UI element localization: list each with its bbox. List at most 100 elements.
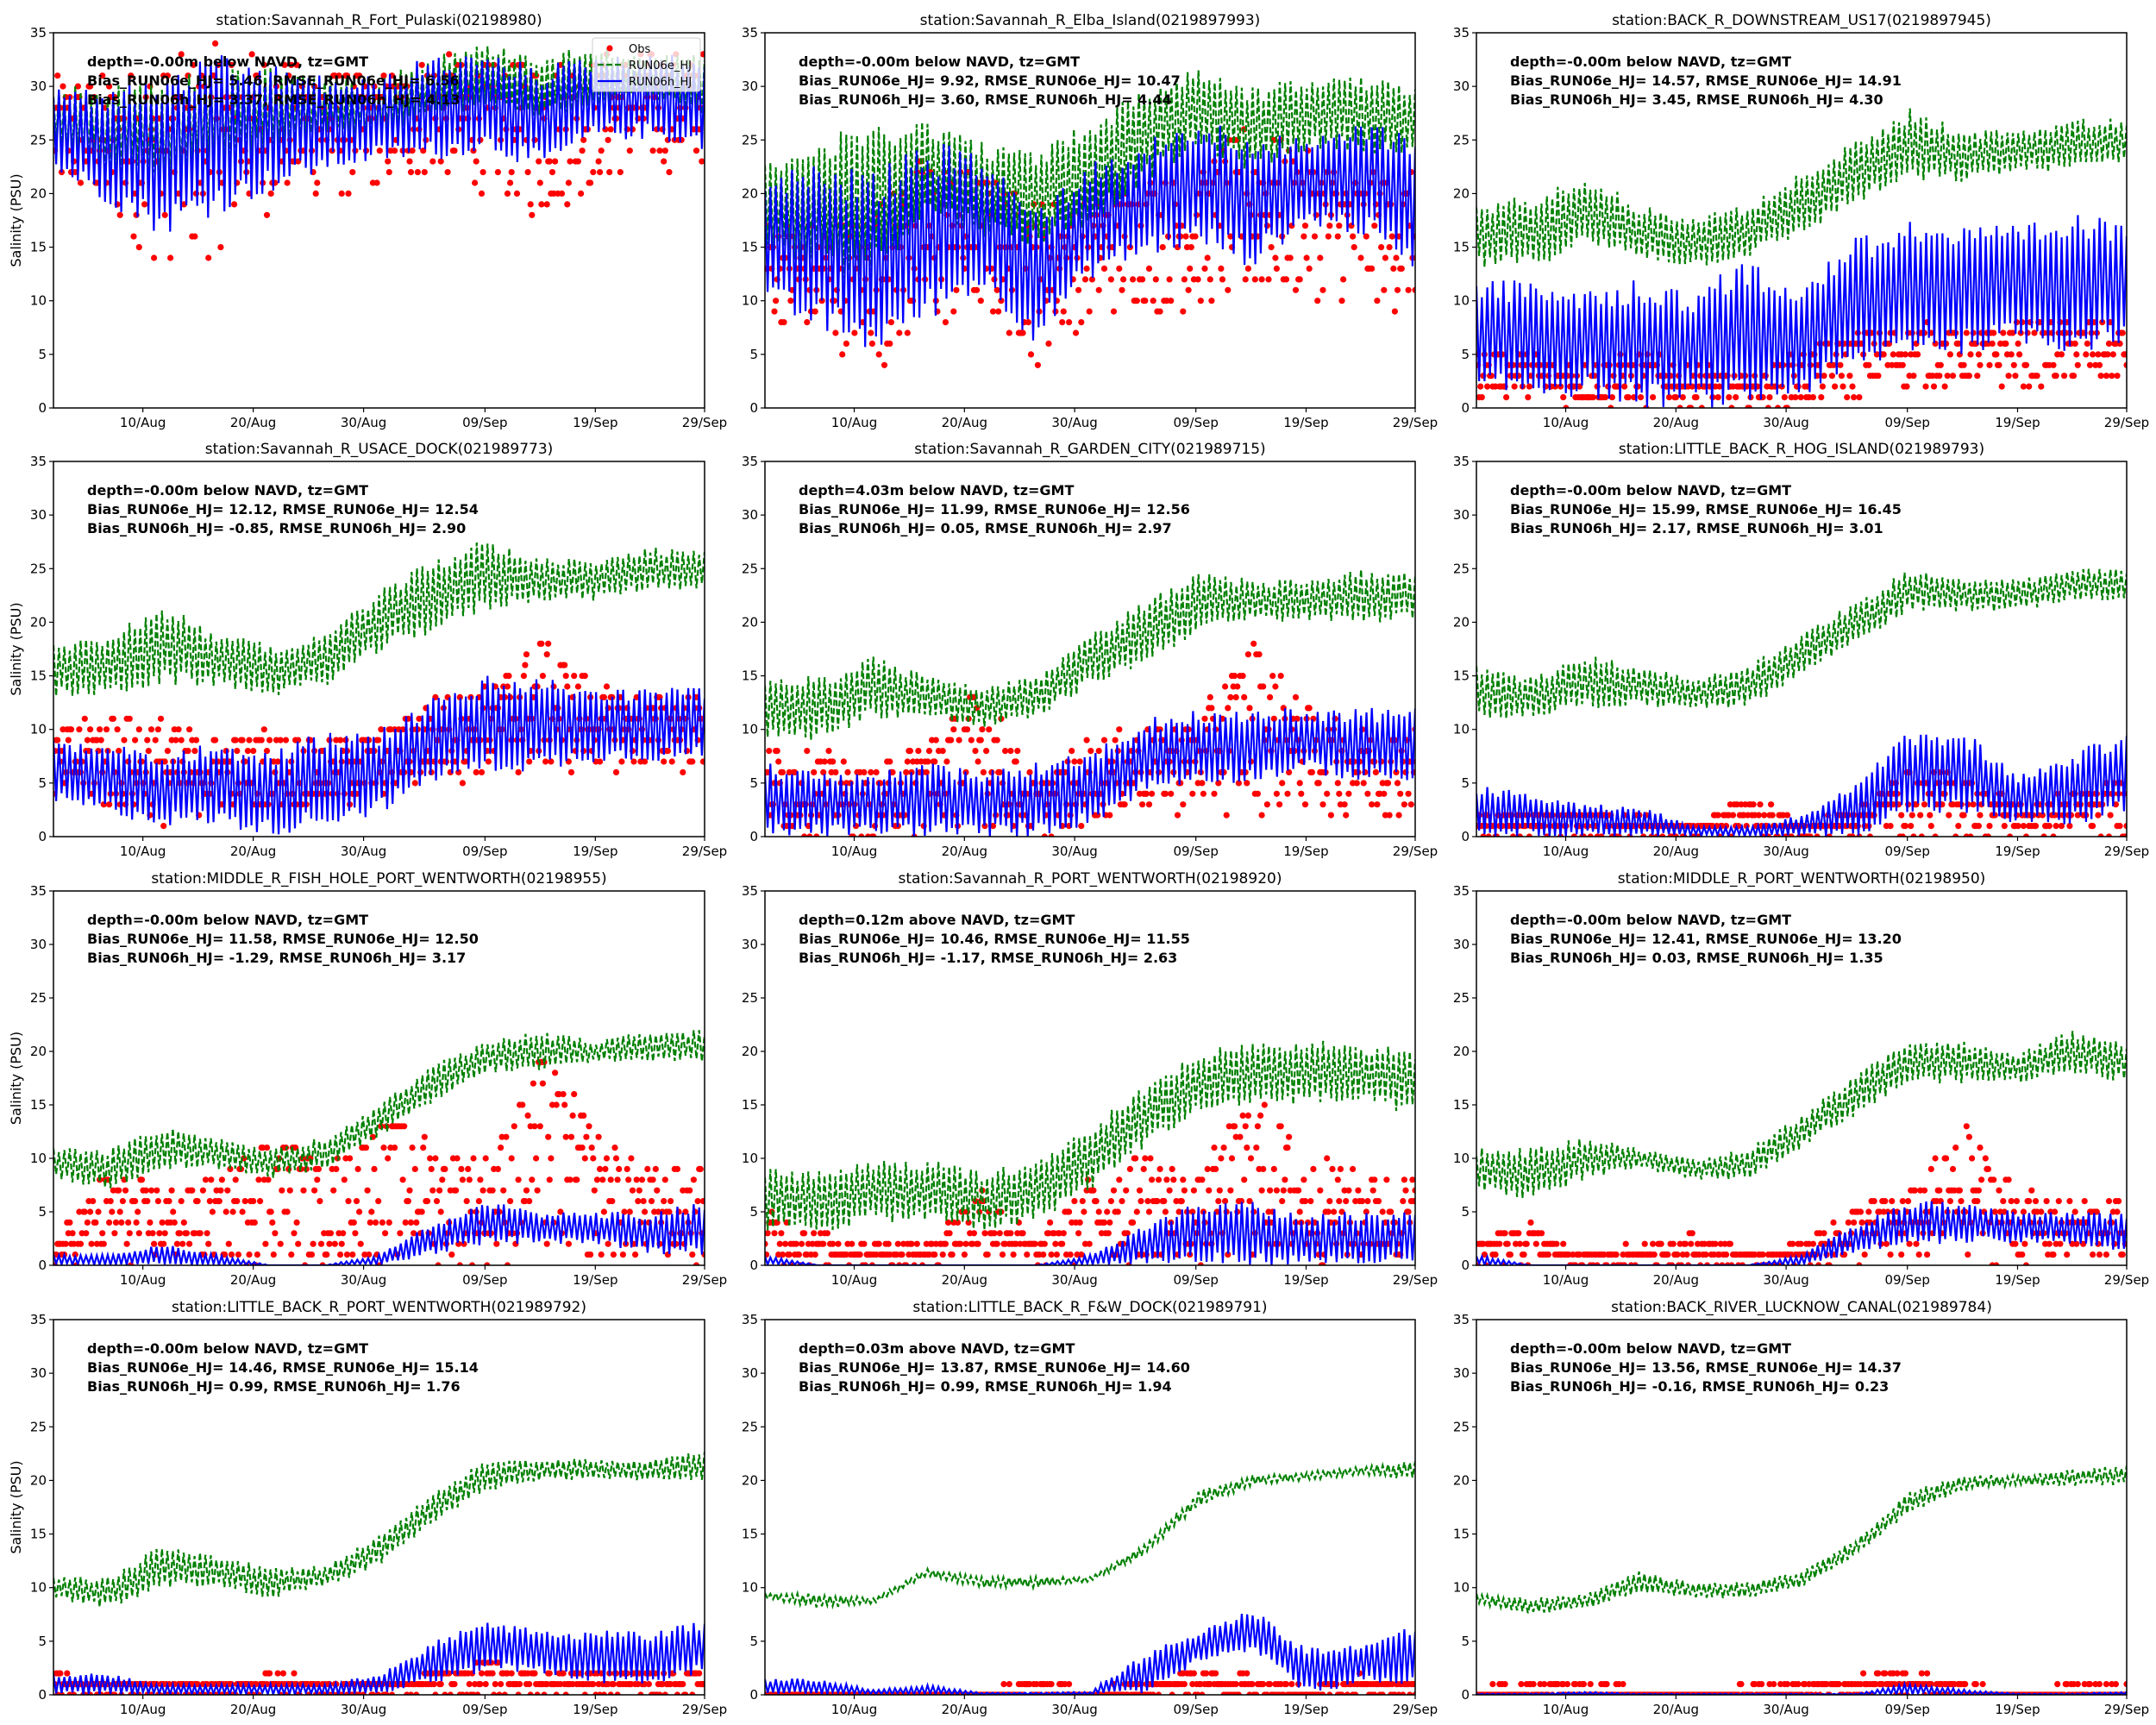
obs-point — [326, 1240, 333, 1247]
obs-point — [1986, 361, 1993, 368]
obs-point — [1298, 790, 1305, 797]
subplot-title: station:MIDDLE_R_PORT_WENTWORTH(02198950… — [1618, 870, 1986, 888]
obs-point — [489, 1187, 496, 1194]
obs-point — [172, 737, 179, 743]
obs-point — [147, 1219, 154, 1226]
stats-annotation: Bias_RUN06e_HJ= 12.12, RMSE_RUN06e_HJ= 1… — [87, 501, 479, 518]
obs-point — [644, 1165, 651, 1172]
obs-point — [1024, 1251, 1031, 1258]
obs-point — [1156, 726, 1163, 733]
obs-point — [1095, 1208, 1102, 1215]
obs-point — [58, 1691, 66, 1695]
obs-point — [1296, 276, 1303, 283]
obs-point — [274, 1670, 281, 1677]
obs-point — [352, 1230, 359, 1237]
y-tick-label: 10 — [1453, 1151, 1470, 1166]
obs-point — [1932, 833, 1939, 837]
obs-point — [1712, 1240, 1719, 1247]
run06h-line — [1476, 215, 2127, 408]
obs-point — [1364, 1198, 1371, 1205]
obs-point — [1857, 1208, 1865, 1215]
obs-point — [923, 768, 930, 776]
obs-point — [1168, 790, 1175, 797]
obs-point — [1277, 1123, 1284, 1130]
obs-point — [87, 726, 94, 733]
obs-point — [178, 51, 185, 58]
y-tick-label: 5 — [38, 347, 47, 362]
obs-point — [538, 640, 545, 647]
obs-point — [1369, 801, 1376, 808]
obs-point — [1136, 1187, 1144, 1194]
subplot-1: station:Savannah_R_Fort_Pulaski(02198980… — [8, 12, 727, 430]
obs-point — [1119, 286, 1125, 293]
obs-point — [899, 1251, 906, 1258]
obs-point — [385, 1155, 392, 1162]
obs-point — [473, 768, 479, 776]
obs-point — [1284, 1145, 1291, 1151]
x-tick-label: 19/Sep — [1995, 1272, 2040, 1288]
obs-point — [579, 147, 586, 154]
obs-point — [1608, 405, 1614, 408]
obs-point — [170, 1208, 177, 1215]
obs-point — [2112, 801, 2119, 808]
obs-point — [686, 1187, 693, 1194]
obs-point — [1826, 1262, 1833, 1265]
obs-point — [205, 254, 212, 261]
obs-point — [595, 158, 602, 165]
subplot-8: station:Savannah_R_PORT_WENTWORTH(021989… — [742, 870, 1438, 1288]
obs-point — [343, 72, 351, 79]
obs-point — [1267, 693, 1274, 701]
obs-point — [903, 768, 910, 776]
obs-point — [385, 169, 392, 176]
obs-point — [470, 1155, 477, 1162]
obs-point — [1159, 244, 1166, 251]
obs-point — [887, 319, 894, 326]
obs-point — [385, 158, 392, 165]
obs-point — [1658, 1240, 1664, 1247]
obs-point — [160, 823, 167, 830]
obs-point — [1918, 833, 1925, 837]
x-tick-label: 29/Sep — [1393, 844, 1438, 859]
obs-point — [1480, 833, 1487, 837]
obs-point — [375, 1198, 382, 1205]
obs-point — [132, 1198, 139, 1205]
obs-point — [454, 1155, 461, 1162]
axes-frame — [1476, 461, 2128, 837]
obs-point — [1875, 373, 1882, 380]
obs-point — [1899, 1198, 1906, 1205]
obs-point — [315, 1165, 322, 1172]
obs-point — [600, 1208, 608, 1215]
obs-point — [209, 1208, 216, 1215]
obs-point — [1887, 823, 1894, 830]
obs-point — [523, 651, 530, 658]
obs-point — [1311, 233, 1319, 240]
obs-point — [1525, 394, 1532, 401]
subplot-title: station:Savannah_R_USACE_DOCK(021989773) — [205, 441, 554, 458]
obs-point — [915, 748, 922, 755]
obs-point — [1688, 405, 1695, 408]
obs-point — [312, 190, 319, 197]
obs-point — [1338, 1208, 1345, 1215]
obs-point — [1903, 383, 1910, 390]
y-tick-label: 5 — [1461, 1204, 1470, 1220]
x-tick-label: 30/Aug — [341, 844, 386, 859]
obs-point — [548, 758, 555, 765]
stats-annotation: Bias_RUN06e_HJ= 10.46, RMSE_RUN06e_HJ= 1… — [799, 931, 1190, 947]
obs-point — [1478, 394, 1485, 401]
y-tick-label: 5 — [749, 775, 758, 791]
obs-point — [1936, 1187, 1943, 1194]
obs-point — [293, 1219, 300, 1226]
run06e-line — [53, 543, 705, 696]
obs-point — [961, 1251, 968, 1258]
obs-point — [1280, 1187, 1287, 1194]
obs-point — [1815, 1262, 1822, 1265]
obs-point — [2090, 823, 2096, 830]
obs-point — [1301, 801, 1309, 808]
obs-point — [591, 1187, 598, 1194]
obs-point — [1163, 1176, 1170, 1183]
obs-point — [388, 1691, 396, 1695]
obs-point — [2019, 1251, 2026, 1258]
obs-point — [199, 1187, 206, 1194]
obs-point — [1797, 1240, 1804, 1247]
y-tick-label: 15 — [1453, 668, 1470, 684]
